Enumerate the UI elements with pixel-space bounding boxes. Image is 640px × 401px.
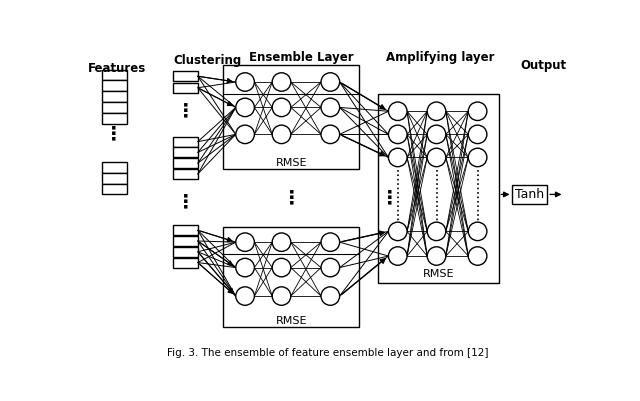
Circle shape: [236, 98, 254, 117]
Bar: [223, 65, 359, 169]
Text: ⋮: ⋮: [104, 125, 124, 144]
Circle shape: [388, 148, 407, 167]
Bar: [102, 102, 127, 113]
Circle shape: [321, 233, 340, 251]
Text: Ensemble Layer: Ensemble Layer: [249, 51, 353, 64]
Bar: [513, 185, 547, 204]
Bar: [102, 91, 127, 102]
Circle shape: [321, 125, 340, 144]
Text: Output: Output: [520, 59, 566, 72]
Circle shape: [468, 247, 487, 265]
Circle shape: [428, 125, 446, 144]
Circle shape: [428, 222, 446, 241]
Bar: [173, 137, 198, 147]
Text: ⋮: ⋮: [175, 102, 195, 121]
Circle shape: [321, 98, 340, 117]
Circle shape: [428, 247, 446, 265]
Circle shape: [468, 222, 487, 241]
Bar: [173, 158, 198, 168]
Circle shape: [272, 287, 291, 305]
Circle shape: [272, 98, 291, 117]
Circle shape: [388, 247, 407, 265]
Bar: [102, 81, 127, 91]
Text: ⋮: ⋮: [175, 192, 195, 212]
Circle shape: [388, 125, 407, 144]
Bar: [102, 113, 127, 124]
Circle shape: [388, 102, 407, 120]
Circle shape: [272, 233, 291, 251]
Circle shape: [321, 287, 340, 305]
Text: Fig. 3. The ensemble of feature ensemble layer and from [12]: Fig. 3. The ensemble of feature ensemble…: [167, 348, 489, 358]
Text: RMSE: RMSE: [422, 269, 454, 279]
Circle shape: [321, 258, 340, 277]
Text: ⋮: ⋮: [380, 189, 400, 208]
Bar: [173, 71, 198, 81]
Text: Features: Features: [88, 62, 146, 75]
Bar: [173, 225, 198, 235]
Circle shape: [236, 287, 254, 305]
Text: Clustering: Clustering: [173, 54, 241, 67]
Bar: [223, 227, 359, 327]
Bar: [102, 173, 127, 184]
Circle shape: [428, 148, 446, 167]
Text: RMSE: RMSE: [275, 158, 307, 168]
Circle shape: [236, 258, 254, 277]
Bar: [102, 70, 127, 81]
Circle shape: [272, 125, 291, 144]
Bar: [173, 257, 198, 267]
Bar: [378, 94, 499, 283]
Text: ⋮: ⋮: [282, 189, 301, 208]
Bar: [173, 148, 198, 158]
Circle shape: [468, 102, 487, 120]
Circle shape: [428, 102, 446, 120]
Bar: [102, 162, 127, 173]
Bar: [173, 83, 198, 93]
Bar: [173, 236, 198, 246]
Circle shape: [468, 125, 487, 144]
Circle shape: [321, 73, 340, 91]
Circle shape: [236, 233, 254, 251]
Bar: [173, 247, 198, 257]
Circle shape: [388, 222, 407, 241]
Circle shape: [236, 125, 254, 144]
Text: RMSE: RMSE: [275, 316, 307, 326]
Circle shape: [272, 258, 291, 277]
Circle shape: [468, 148, 487, 167]
Circle shape: [236, 73, 254, 91]
Bar: [102, 184, 127, 194]
Circle shape: [272, 73, 291, 91]
Text: Amplifying layer: Amplifying layer: [386, 51, 495, 64]
Bar: [173, 169, 198, 179]
Text: Tanh: Tanh: [515, 188, 545, 201]
